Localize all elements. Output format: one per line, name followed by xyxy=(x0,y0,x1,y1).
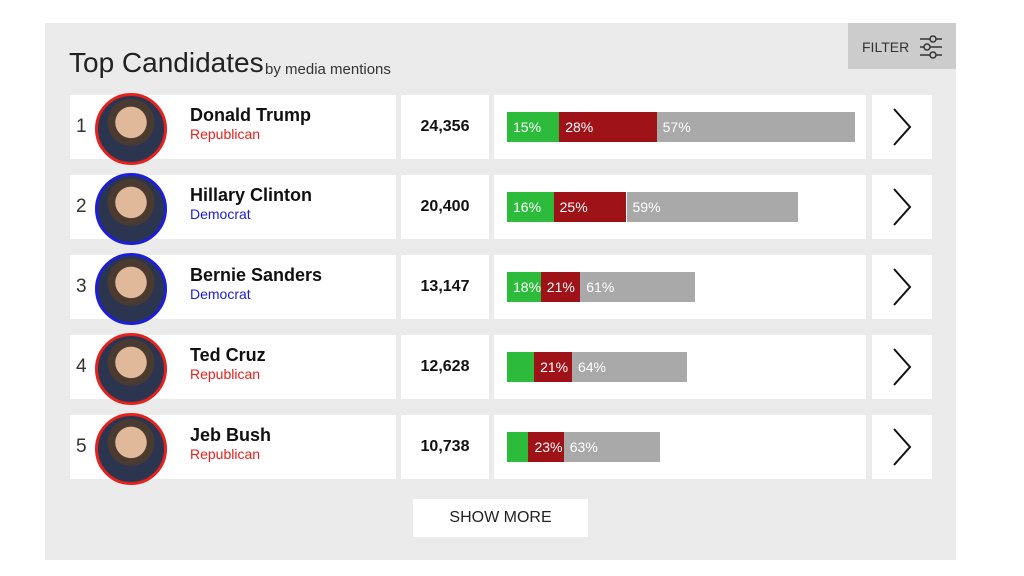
photo xyxy=(95,253,167,325)
segment-label: 63% xyxy=(569,439,598,455)
chevron-icon xyxy=(893,428,912,466)
segment-label: 15% xyxy=(513,119,542,135)
bar-cell: 15% 28% 57% xyxy=(494,95,866,159)
bar-segment: 61% xyxy=(580,272,695,302)
segment-label: 21% xyxy=(540,359,569,375)
party: Republican xyxy=(190,446,261,462)
candidate-row: 1 Donald Trump Republican 24,356 15% 28% 57% xyxy=(70,93,932,165)
bar-cell: 16% 25% 59% xyxy=(494,175,866,239)
candidate-name: Donald Trump xyxy=(190,105,311,125)
mentions-cell: 12,628 xyxy=(401,335,489,399)
mentions-bar: 15% 28% 57% xyxy=(507,112,855,142)
candidate-row: 2 Hillary Clinton Democrat 20,400 16% 25% 59% xyxy=(70,173,932,245)
candidate-row: 3 Bernie Sanders Democrat 13,147 18% 21% 61% xyxy=(70,253,932,325)
chevron-icon xyxy=(893,268,912,306)
rank: 3 xyxy=(76,276,87,297)
panel: Top Candidates by media mentions FILTER … xyxy=(45,23,956,560)
mentions-cell: 13,147 xyxy=(401,255,489,319)
photo xyxy=(95,413,167,485)
name-cell: 3 Bernie Sanders Democrat xyxy=(70,253,396,325)
title: Top Candidates xyxy=(69,47,264,78)
name-cell: 5 Jeb Bush Republican xyxy=(70,413,396,485)
details-button[interactable] xyxy=(872,415,932,479)
bar-segment: 63% xyxy=(563,432,661,462)
candidate-row: 4 Ted Cruz Republican 12,628 21% 64% xyxy=(70,333,932,405)
name-cell: 4 Ted Cruz Republican xyxy=(70,333,396,405)
name-cell: 2 Hillary Clinton Democrat xyxy=(70,173,396,245)
filter-button[interactable]: FILTER xyxy=(848,23,956,69)
filter-label: FILTER xyxy=(862,39,910,55)
show-more-button[interactable]: SHOW MORE xyxy=(413,499,588,537)
candidate-name: Bernie Sanders xyxy=(190,265,323,285)
details-button[interactable] xyxy=(872,335,932,399)
segment-label: 61% xyxy=(586,279,615,295)
segment-label: 59% xyxy=(632,199,661,215)
filter-icon xyxy=(920,35,942,59)
details-button[interactable] xyxy=(872,255,932,319)
bar-segment xyxy=(507,432,529,462)
candidate-name: Jeb Bush xyxy=(190,425,272,445)
segment-label: 64% xyxy=(577,359,606,375)
name-cell: 1 Donald Trump Republican xyxy=(70,93,396,165)
candidate-name: Ted Cruz xyxy=(190,345,266,365)
bar-segment: 57% xyxy=(656,112,855,142)
segment-label: 25% xyxy=(559,199,588,215)
segment-label: 23% xyxy=(534,439,563,455)
bar-cell: 21% 64% xyxy=(494,335,866,399)
segment-label: 28% xyxy=(565,119,594,135)
segment-label: 16% xyxy=(513,199,542,215)
bar-segment xyxy=(507,352,535,382)
party: Republican xyxy=(190,366,261,382)
bar-segment: 64% xyxy=(571,352,688,382)
details-button[interactable] xyxy=(872,175,932,239)
segment-label: 18% xyxy=(513,279,542,295)
rank: 2 xyxy=(76,196,87,217)
bar-segment: 15% xyxy=(507,112,560,142)
subtitle: by media mentions xyxy=(265,61,391,78)
bar-segment: 25% xyxy=(553,192,627,222)
party: Democrat xyxy=(190,286,251,302)
mentions-bar: 18% 21% 61% xyxy=(507,272,695,302)
photo xyxy=(95,333,167,405)
bar-segment: 16% xyxy=(507,192,554,222)
photo xyxy=(95,93,167,165)
rank: 1 xyxy=(76,116,87,137)
bar-segment: 21% xyxy=(534,352,572,382)
bar-segment: 18% xyxy=(507,272,541,302)
mentions-cell: 20,400 xyxy=(401,175,489,239)
bar-segment: 59% xyxy=(626,192,799,222)
chevron-icon xyxy=(893,348,912,386)
party: Democrat xyxy=(190,206,251,222)
mentions-cell: 10,738 xyxy=(401,415,489,479)
segment-label: 21% xyxy=(546,279,575,295)
chevron-icon xyxy=(893,188,912,226)
chevron-icon xyxy=(893,108,912,146)
mentions-bar: 16% 25% 59% xyxy=(507,192,799,222)
party: Republican xyxy=(190,126,261,142)
photo xyxy=(95,173,167,245)
candidate-row: 5 Jeb Bush Republican 10,738 23% 63% xyxy=(70,413,932,485)
mentions-cell: 24,356 xyxy=(401,95,489,159)
candidate-name: Hillary Clinton xyxy=(190,185,313,205)
details-button[interactable] xyxy=(872,95,932,159)
mentions-bar: 23% 63% xyxy=(507,432,661,462)
bar-cell: 18% 21% 61% xyxy=(494,255,866,319)
segment-label: 57% xyxy=(662,119,691,135)
bar-segment: 21% xyxy=(540,272,581,302)
bar-cell: 23% 63% xyxy=(494,415,866,479)
bar-segment: 28% xyxy=(559,112,657,142)
rank: 5 xyxy=(76,436,87,457)
bar-segment: 23% xyxy=(528,432,564,462)
rank: 4 xyxy=(76,356,87,377)
mentions-bar: 21% 64% xyxy=(507,352,688,382)
